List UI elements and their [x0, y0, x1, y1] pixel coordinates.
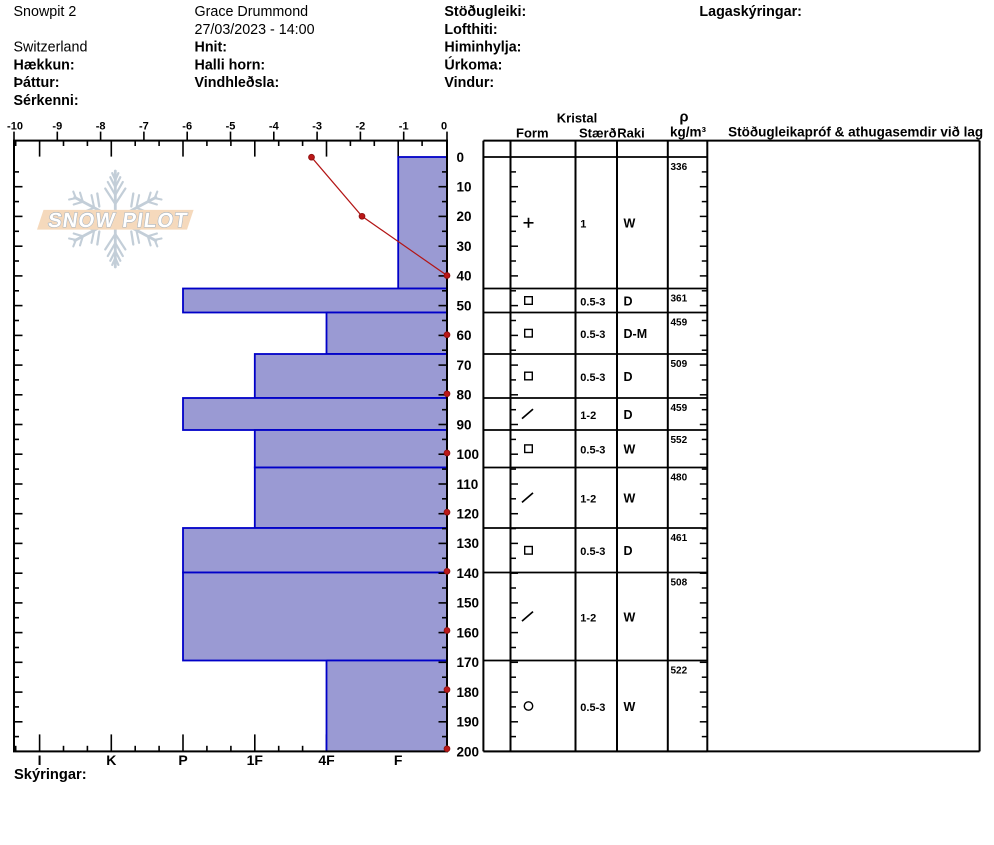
svg-text:459: 459	[671, 403, 688, 414]
svg-text:1-2: 1-2	[580, 612, 596, 624]
svg-text:461: 461	[671, 533, 688, 544]
svg-text:30: 30	[457, 239, 472, 254]
svg-text:Grace Drummond: Grace Drummond	[195, 4, 309, 20]
svg-text:Úrkoma:: Úrkoma:	[444, 55, 502, 73]
svg-text:Lagaskýringar:: Lagaskýringar:	[699, 4, 802, 20]
svg-text:Hækkun:: Hækkun:	[14, 57, 75, 73]
svg-text:W: W	[624, 610, 636, 624]
svg-text:130: 130	[457, 536, 480, 551]
svg-text:0.5-3: 0.5-3	[580, 546, 605, 558]
svg-text:Raki: Raki	[617, 126, 644, 141]
svg-text:kg/m³: kg/m³	[670, 125, 707, 140]
svg-text:-5: -5	[226, 121, 236, 133]
svg-text:50: 50	[457, 298, 472, 313]
svg-text:Stærð: Stærð	[579, 126, 617, 141]
svg-text:W: W	[624, 700, 636, 714]
svg-text:0.5-3: 0.5-3	[580, 702, 605, 714]
svg-text:D: D	[624, 408, 633, 422]
svg-text:150: 150	[457, 596, 480, 611]
svg-text:Snowpit 2: Snowpit 2	[14, 4, 77, 20]
svg-text:-1: -1	[399, 121, 409, 133]
svg-text:W: W	[624, 217, 636, 231]
svg-text:459: 459	[671, 317, 688, 328]
svg-text:20: 20	[457, 209, 472, 224]
svg-text:W: W	[624, 492, 636, 506]
svg-text:80: 80	[457, 388, 472, 403]
svg-text:10: 10	[457, 180, 472, 195]
svg-text:1-2: 1-2	[580, 410, 596, 422]
svg-text:Skýringar:: Skýringar:	[14, 767, 87, 783]
svg-text:D: D	[624, 544, 633, 558]
svg-text:SNOW PILOT: SNOW PILOT	[47, 209, 190, 232]
svg-text:4F: 4F	[318, 752, 335, 768]
svg-text:552: 552	[671, 435, 688, 446]
svg-text:160: 160	[457, 625, 480, 640]
svg-text:60: 60	[457, 328, 472, 343]
svg-text:336: 336	[671, 162, 688, 173]
svg-text:0: 0	[457, 150, 465, 165]
svg-text:1-2: 1-2	[580, 494, 596, 506]
svg-text:Vindhleðsla:: Vindhleðsla:	[195, 75, 280, 91]
svg-text:ρ: ρ	[680, 110, 689, 126]
svg-text:0.5-3: 0.5-3	[580, 445, 605, 457]
svg-text:522: 522	[671, 665, 688, 676]
svg-text:D: D	[624, 294, 633, 308]
svg-text:0.5-3: 0.5-3	[580, 329, 605, 341]
svg-text:Vindur:: Vindur:	[444, 75, 494, 91]
svg-text:Hnit:: Hnit:	[195, 40, 228, 56]
svg-text:I: I	[38, 752, 42, 768]
svg-text:509: 509	[671, 359, 688, 370]
svg-text:-6: -6	[182, 121, 192, 133]
svg-text:Kristal: Kristal	[557, 110, 597, 125]
svg-text:Lofthiti:: Lofthiti:	[444, 22, 497, 38]
svg-text:-2: -2	[356, 121, 366, 133]
svg-text:508: 508	[671, 577, 688, 588]
svg-text:200: 200	[457, 744, 480, 759]
svg-text:Stöðugleiki:: Stöðugleiki:	[444, 4, 526, 20]
svg-text:-10: -10	[7, 121, 23, 133]
svg-text:100: 100	[457, 447, 480, 462]
svg-text:40: 40	[457, 269, 472, 284]
svg-text:1: 1	[580, 219, 586, 231]
svg-text:Stöðugleikapróf & athugasemdir: Stöðugleikapróf & athugasemdir við lag	[728, 125, 983, 140]
svg-text:Himinhylja:: Himinhylja:	[444, 40, 521, 56]
svg-text:Þáttur:: Þáttur:	[14, 75, 60, 91]
svg-text:D: D	[624, 370, 633, 384]
svg-text:-9: -9	[52, 121, 62, 133]
svg-text:0: 0	[441, 121, 447, 133]
svg-text:P: P	[178, 752, 187, 768]
svg-text:27/03/2023 - 14:00: 27/03/2023 - 14:00	[195, 22, 315, 38]
svg-text:-4: -4	[269, 121, 280, 133]
svg-text:361: 361	[671, 293, 688, 304]
svg-text:Sérkenni:: Sérkenni:	[14, 93, 79, 109]
svg-text:D-M: D-M	[624, 327, 648, 341]
svg-text:Switzerland: Switzerland	[14, 40, 88, 56]
svg-text:140: 140	[457, 566, 480, 581]
svg-text:180: 180	[457, 685, 480, 700]
svg-text:70: 70	[457, 358, 472, 373]
svg-text:90: 90	[457, 417, 472, 432]
svg-text:F: F	[394, 752, 403, 768]
svg-text:1F: 1F	[247, 752, 264, 768]
svg-text:-7: -7	[139, 121, 149, 133]
svg-text:0.5-3: 0.5-3	[580, 296, 605, 308]
svg-text:K: K	[106, 752, 116, 768]
svg-text:Halli horn:: Halli horn:	[195, 57, 266, 73]
svg-text:120: 120	[457, 507, 480, 522]
svg-text:190: 190	[457, 715, 480, 730]
svg-text:170: 170	[457, 655, 480, 670]
svg-text:W: W	[624, 443, 636, 457]
svg-text:0.5-3: 0.5-3	[580, 372, 605, 384]
svg-text:-8: -8	[96, 121, 106, 133]
svg-text:Form: Form	[516, 126, 549, 141]
svg-text:110: 110	[457, 477, 479, 492]
svg-text:-3: -3	[312, 121, 322, 133]
svg-text:480: 480	[671, 472, 688, 483]
